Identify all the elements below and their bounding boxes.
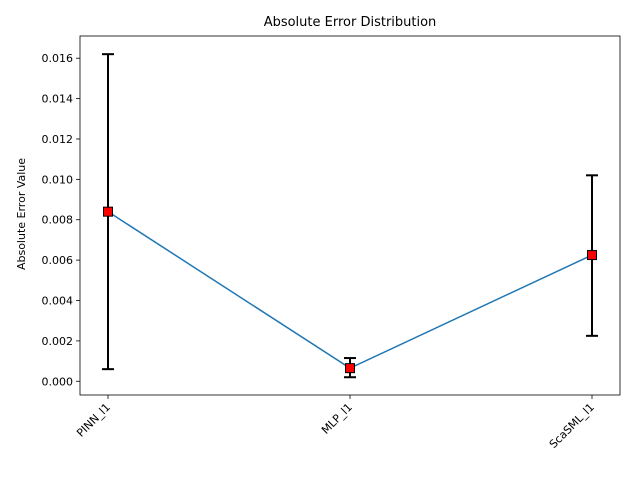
data-point (587, 250, 597, 261)
y-axis-label: Absolute Error Value (15, 158, 28, 270)
y-tick-label: 0.004 (42, 295, 74, 308)
data-point (345, 363, 355, 374)
y-tick-label: 0.016 (42, 52, 74, 65)
data-point (103, 206, 113, 217)
y-tick-label: 0.006 (42, 254, 74, 267)
x-tick-label: MLP_l1 (319, 401, 355, 437)
y-tick-label: 0.010 (42, 173, 74, 186)
plot-frame (79, 35, 621, 396)
plot-area: 0.000 0.002 0.004 0.006 0.008 0.010 0.012 0.014… (42, 35, 621, 451)
x-tick-label: ScaSML_l1 (547, 401, 597, 451)
chart-title: Absolute Error Distribution (264, 15, 437, 30)
y-tick-label: 0.000 (42, 375, 74, 388)
x-tick-label: PINN_l1 (74, 401, 113, 440)
series-line (107, 211, 593, 370)
y-tick-label: 0.008 (42, 214, 74, 227)
y-tick-label: 0.002 (42, 335, 74, 348)
y-tick-label: 0.012 (42, 133, 74, 146)
y-tick-label: 0.014 (42, 93, 74, 106)
